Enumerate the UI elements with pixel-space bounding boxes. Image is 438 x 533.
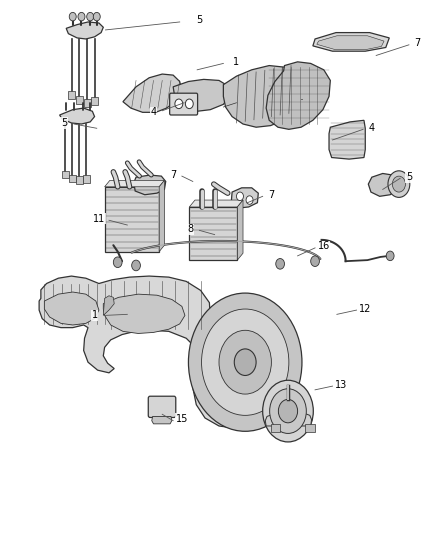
Polygon shape [66,22,103,39]
Bar [105,187,159,252]
Circle shape [234,349,256,375]
Bar [91,98,98,106]
Circle shape [311,256,319,266]
Polygon shape [134,175,166,195]
Polygon shape [39,276,280,428]
Polygon shape [317,36,384,50]
Text: 5: 5 [61,118,67,128]
Bar [271,424,280,432]
Polygon shape [231,188,258,208]
Circle shape [219,330,272,394]
Text: 13: 13 [335,379,347,390]
Circle shape [388,171,410,197]
Text: 7: 7 [170,170,176,180]
Polygon shape [105,180,164,187]
Text: 5: 5 [196,15,202,26]
Polygon shape [313,33,389,51]
Bar [84,99,91,107]
Circle shape [276,259,285,269]
Circle shape [270,389,306,433]
Text: 7: 7 [268,190,275,200]
Polygon shape [159,180,164,252]
Circle shape [386,251,394,261]
Text: 4: 4 [369,123,375,133]
Text: 1: 1 [233,57,240,67]
FancyBboxPatch shape [170,93,198,115]
Text: 11: 11 [93,214,105,224]
Bar [76,176,83,183]
Polygon shape [223,66,302,127]
Circle shape [201,309,289,415]
FancyBboxPatch shape [148,396,176,417]
Circle shape [263,380,313,442]
Text: 1: 1 [92,310,98,320]
Circle shape [246,196,253,204]
Polygon shape [266,62,330,130]
Circle shape [279,399,297,423]
Polygon shape [103,296,114,316]
Bar [83,175,90,182]
Text: 7: 7 [414,38,421,48]
Text: 16: 16 [318,241,330,251]
Text: 5: 5 [406,172,412,182]
Polygon shape [123,74,182,112]
Polygon shape [173,79,230,111]
Circle shape [113,257,122,268]
Polygon shape [237,200,243,260]
Circle shape [87,12,94,21]
Circle shape [188,293,302,431]
Polygon shape [329,120,365,159]
Polygon shape [44,292,99,325]
Circle shape [78,12,85,21]
Bar [69,174,76,182]
Text: 4: 4 [150,107,156,117]
Bar [68,91,75,99]
Bar [76,96,83,104]
Polygon shape [265,411,311,426]
Text: 15: 15 [176,414,188,424]
Text: 8: 8 [187,224,194,235]
Circle shape [69,12,76,21]
Circle shape [175,99,183,109]
Polygon shape [60,108,95,124]
Circle shape [392,176,406,192]
Circle shape [93,12,100,21]
Polygon shape [103,294,185,334]
Circle shape [132,260,141,271]
Circle shape [185,99,193,109]
Polygon shape [368,173,399,196]
Bar [189,207,237,260]
Polygon shape [152,416,172,424]
Polygon shape [189,200,243,207]
Circle shape [237,192,244,200]
Bar [62,171,69,178]
Text: 12: 12 [359,304,371,314]
Bar [305,424,315,432]
